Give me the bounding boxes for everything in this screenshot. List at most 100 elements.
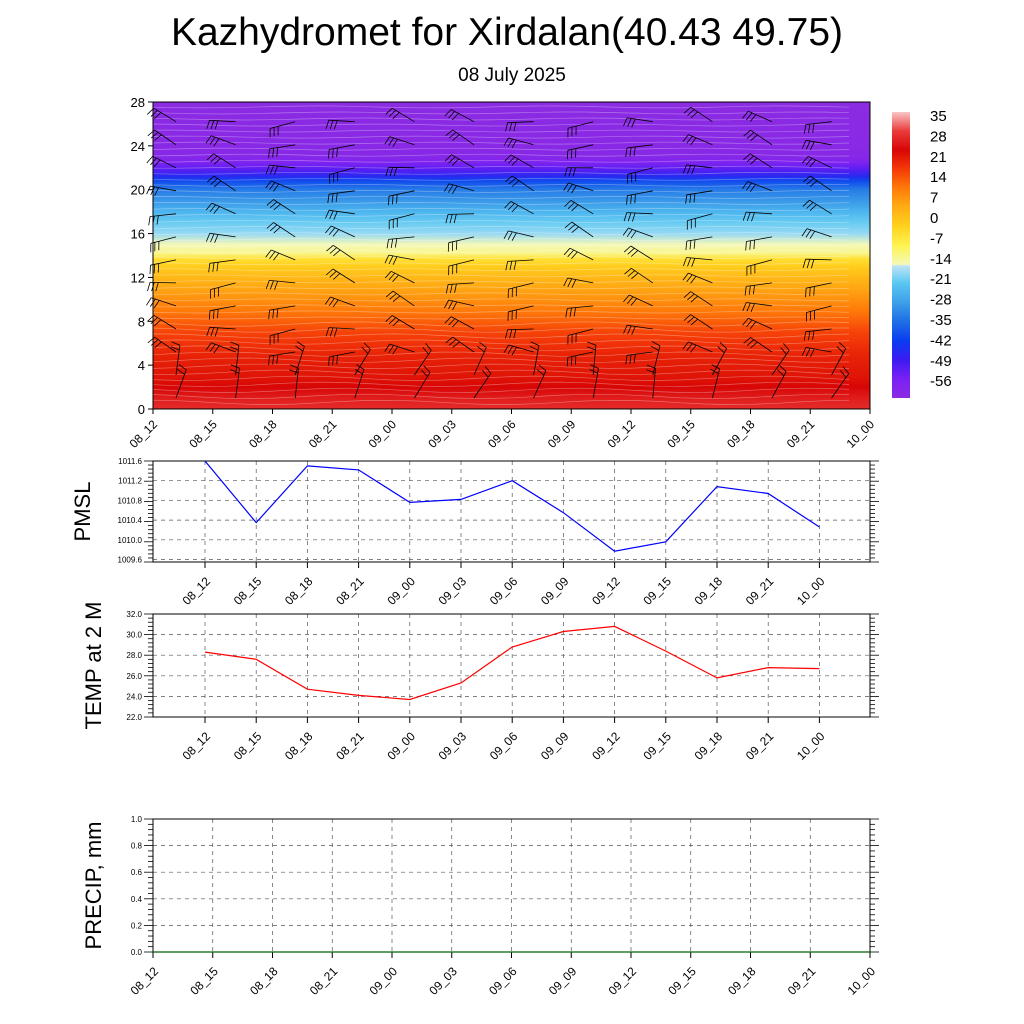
y-axis-label: PRECIP, mm	[81, 822, 106, 950]
y-tick-label: 4	[138, 358, 145, 373]
wind-barb	[329, 167, 355, 175]
wind-barb	[627, 190, 653, 197]
wind-barb	[627, 324, 653, 330]
x-tick-label: 08_15	[186, 417, 220, 451]
wind-barb	[294, 346, 305, 376]
x-tick-label: 08_15	[187, 964, 221, 998]
wind-barb	[388, 166, 415, 169]
wind-barb	[235, 368, 240, 399]
y-tick-label: 24.0	[126, 692, 142, 701]
wind-barb	[329, 144, 355, 150]
wind-barb	[235, 345, 240, 376]
x-tick-label: 09_18	[692, 729, 726, 763]
chart-subtitle: 08 July 2025	[458, 65, 566, 86]
colorbar-label: 21	[930, 149, 947, 166]
wind-barb	[750, 337, 773, 353]
wind-barb	[448, 183, 475, 192]
y-tick-label: 1009.6	[118, 556, 143, 565]
wind-barb	[507, 259, 534, 262]
x-tick-label: 08_21	[307, 964, 341, 998]
wind-barb	[567, 351, 594, 358]
x-tick-label: 10_00	[794, 574, 828, 608]
wind-barbs	[146, 106, 850, 399]
wind-barb	[269, 328, 296, 337]
wind-barb	[213, 175, 236, 192]
series-line	[204, 460, 820, 552]
wind-barb	[809, 199, 832, 215]
y-tick-label: 12	[131, 270, 145, 285]
x-tick-label: 10_00	[844, 417, 878, 451]
wind-barb	[508, 282, 534, 290]
wind-barb	[473, 373, 492, 399]
x-tick-label: 08_12	[127, 417, 161, 451]
wind-barb	[328, 327, 355, 330]
y-tick-label: 16	[131, 227, 145, 242]
wind-barb	[294, 368, 299, 399]
wind-barb	[567, 277, 594, 284]
wind-barb	[508, 305, 534, 313]
colorbar-label: 7	[930, 190, 938, 207]
wind-barb	[806, 228, 832, 238]
colorbar-label: -28	[930, 292, 952, 309]
contour-lines	[152, 105, 850, 405]
x-tick-label: 08_15	[231, 729, 265, 763]
wind-barb	[211, 135, 236, 146]
wind-barb	[152, 155, 177, 169]
y-tick-label: 1.0	[131, 815, 143, 824]
wind-barb	[473, 347, 487, 376]
wind-barb	[592, 368, 599, 399]
wind-barb	[271, 249, 296, 261]
pmsl-panel: 1009.6 1010.0 1010.4 1010.8 1011.2 1011.6 08_1…	[70, 457, 879, 608]
x-tick-label: 08_12	[180, 574, 214, 608]
grid	[153, 613, 870, 718]
wind-barb	[567, 305, 594, 309]
wind-barb	[269, 144, 296, 150]
y-tick-label: 1011.6	[118, 457, 142, 466]
colorbar-label: -35	[930, 312, 952, 329]
wind-barb	[151, 297, 177, 307]
wind-barb	[209, 326, 236, 330]
x-tick-label: 09_21	[784, 417, 818, 451]
x-tick-label: 08_12	[180, 729, 214, 763]
wind-barb	[211, 342, 236, 353]
wind-barb	[273, 199, 296, 215]
wind-barb	[153, 314, 177, 330]
wind-barb	[451, 154, 475, 169]
wind-barb	[450, 109, 475, 123]
x-tick-label: 09_21	[785, 964, 819, 998]
wind-barb	[329, 209, 355, 215]
x-tick-label: 09_15	[664, 417, 698, 451]
wind-barb	[592, 345, 597, 376]
wind-barb	[414, 372, 431, 399]
x-tick-label: 09_06	[487, 729, 521, 763]
wind-barb	[392, 290, 415, 307]
wind-barb	[712, 368, 720, 399]
colorbar-label: 28	[930, 128, 947, 145]
x-tick-label: 08_18	[246, 417, 280, 451]
x-tick-label: 09_15	[640, 729, 674, 763]
wind-barb	[389, 213, 415, 221]
wind-barb	[805, 139, 832, 146]
wind-barb	[805, 347, 832, 353]
wind-barb	[154, 336, 177, 353]
wind-barb	[329, 351, 355, 358]
x-tick-label: 09_18	[724, 417, 758, 451]
colorbar-label: 35	[930, 108, 947, 125]
wind-barb	[626, 144, 653, 149]
x-tick-label: 09_12	[605, 417, 639, 451]
wind-barb	[626, 212, 653, 215]
wind-barb	[328, 190, 355, 195]
x-tick-label: 09_09	[545, 417, 579, 451]
wind-barb	[332, 268, 356, 284]
wind-barb	[686, 236, 713, 242]
x-tick-label: 09_06	[485, 417, 519, 451]
minor-ticks	[144, 613, 879, 718]
wind-barb	[507, 328, 534, 330]
wind-barb	[354, 349, 371, 376]
x-tick-label: 08_18	[282, 574, 316, 608]
wind-barb	[389, 136, 415, 146]
wind-barb	[269, 121, 296, 129]
wind-barb	[448, 236, 475, 244]
x-tick-label: 08_21	[306, 417, 340, 451]
wind-barb	[831, 373, 850, 399]
